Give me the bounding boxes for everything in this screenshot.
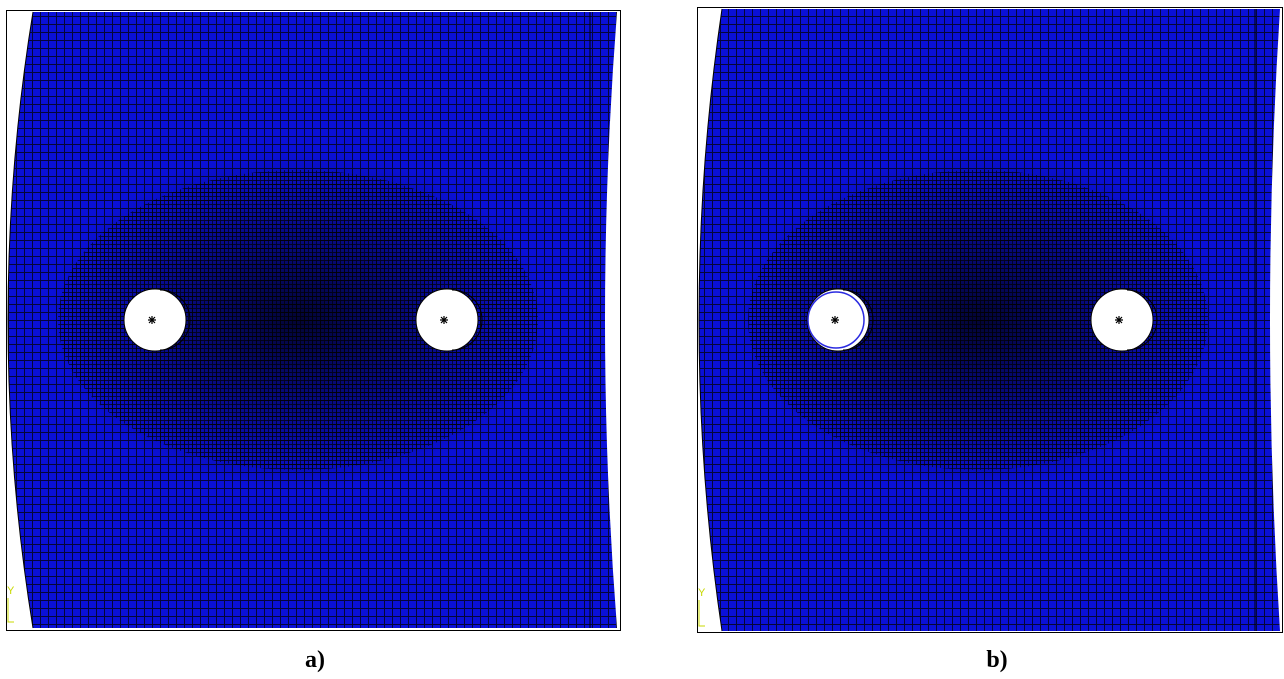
mesh [8,12,617,628]
panel-a: Y a) [6,10,621,673]
caption: b) [986,647,1007,673]
hole [806,288,874,352]
mesh [699,9,1280,631]
axis-label: Y [7,585,15,597]
hole [1090,288,1158,352]
caption: a) [305,647,325,673]
axis-label: Y [698,587,706,599]
hole [415,288,483,352]
hole [123,288,191,352]
panel-b: Y b) [697,7,1283,673]
